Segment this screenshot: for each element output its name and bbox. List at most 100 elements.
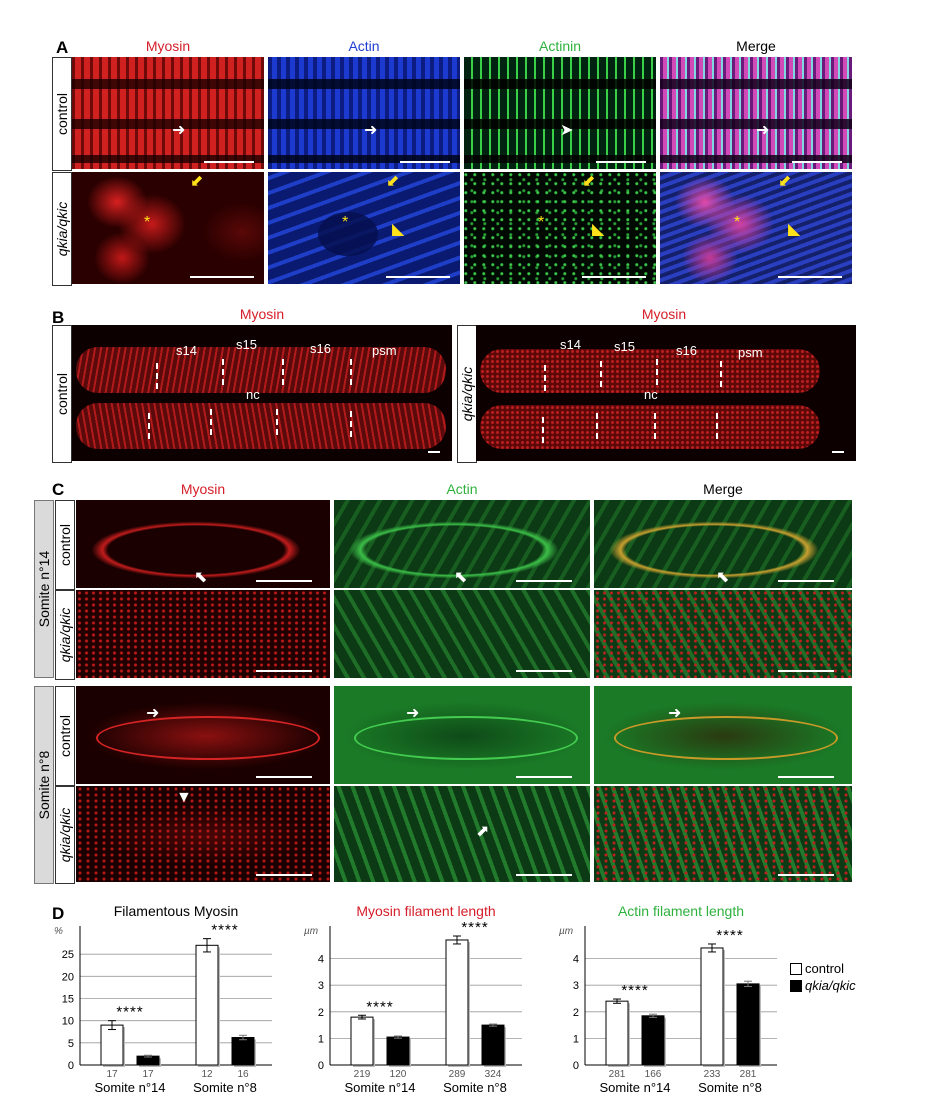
y-tick-label: 0 [573, 1060, 579, 1072]
significance-label: **** [116, 1004, 143, 1021]
panel-c-channel-actin: Actin [446, 481, 478, 497]
scale-bar [256, 874, 312, 876]
chart-title: Myosin filament length [356, 903, 495, 919]
somite-label-psm: psm [372, 343, 397, 358]
somite-boundary [716, 413, 718, 439]
asterisk-marker: * [342, 214, 349, 231]
sample-size-label: 12 [201, 1069, 213, 1080]
asterisk-marker: * [144, 214, 151, 231]
y-tick-label: 4 [318, 954, 324, 966]
sample-size-label: 17 [106, 1069, 118, 1080]
scale-bar [516, 670, 572, 672]
arrow-marker: ➜ [668, 705, 682, 722]
bar-mutant [386, 1036, 410, 1066]
scale-bar [516, 874, 572, 876]
micrograph-c-s8-mutant-actin: ⬈ [334, 786, 590, 882]
scale-bar [832, 451, 844, 453]
micrograph-c-s14-control-merge: ⬉ [594, 500, 852, 588]
somite-boundary [282, 359, 284, 385]
bar-control [605, 1000, 629, 1066]
arrow-marker: ➜ [146, 705, 160, 722]
somite-boundary [148, 413, 150, 439]
micrograph-c-s8-mutant-merge [594, 786, 852, 882]
panel-c-row-label-4: qkia/qkic [55, 786, 75, 884]
panel-a-channel-actinin: Actinin [538, 38, 582, 54]
somite-boundary [544, 365, 546, 391]
scale-bar [256, 776, 312, 778]
panel-a-channel-myosin: Myosin [145, 38, 191, 54]
somite-boundary [720, 361, 722, 387]
micrograph-a-mutant-merge: ⬋ * ◣ [660, 172, 852, 284]
chart-legend: control qkia/qkic [790, 960, 856, 994]
scale-bar [778, 276, 842, 278]
panel-a-row-label-mutant: qkia/qkic [52, 172, 72, 286]
arrow-marker: ⬋ [582, 173, 596, 190]
micrograph-a-control-actin: ➜ [268, 57, 460, 169]
panel-c-channel-merge: Merge [703, 481, 743, 497]
chart-actin-filament-length: Actin filament length µm 0 1 2 3 4 281 166 **** So… [559, 903, 777, 1095]
sample-size-label: 17 [142, 1069, 154, 1080]
y-tick-label: 3 [318, 980, 324, 992]
arrow-marker: ⬉ [716, 569, 730, 586]
significance-label: **** [366, 998, 393, 1015]
sample-size-label: 324 [485, 1069, 502, 1080]
somite-label-s14: s14 [560, 337, 581, 352]
somite-label-s15: s15 [614, 339, 635, 354]
somite-boundary [596, 413, 598, 439]
micrograph-a-control-myosin: ➜ [72, 57, 264, 169]
scale-bar [582, 276, 646, 278]
bar-mutant [641, 1015, 665, 1066]
y-tick-label: 0 [68, 1060, 74, 1072]
y-tick-label: 10 [62, 1016, 74, 1028]
somite-boundary [656, 359, 658, 385]
micrograph-c-s14-mutant-merge [594, 590, 852, 678]
somite-boundary [350, 411, 352, 437]
y-tick-label: 3 [573, 980, 579, 992]
chart-myosin-filament-length: Myosin filament length µm 0 1 2 3 4 219 120 **** S… [304, 903, 522, 1095]
arrow-marker: ⬋ [190, 173, 204, 190]
micrograph-a-mutant-actin: ⬋ * ◣ [268, 172, 460, 284]
scale-bar [778, 670, 834, 672]
sample-size-label: 16 [237, 1069, 249, 1080]
somite-boundary [222, 359, 224, 385]
somite-label-s15: s15 [236, 337, 257, 352]
somite-label-s14: s14 [176, 343, 197, 358]
panel-b-title-left: Myosin [239, 306, 285, 322]
x-group-label: Somite n°14 [600, 1080, 671, 1095]
micrograph-a-control-actinin: ➤ [464, 57, 656, 169]
y-tick-label: 0 [318, 1060, 324, 1072]
y-unit-label: % [54, 926, 63, 937]
micrograph-b-control: s14 s15 s16 psm nc [72, 325, 452, 461]
somite-boundary [600, 361, 602, 387]
somite-boundary [210, 409, 212, 435]
asterisk-marker: * [538, 214, 545, 231]
y-tick-label: 25 [62, 949, 74, 961]
somite-boundary [350, 359, 352, 385]
scale-bar [386, 276, 450, 278]
panel-a-letter: A [56, 38, 69, 57]
y-tick-label: 5 [68, 1038, 74, 1050]
notochord-label: nc [644, 387, 658, 402]
x-group-label: Somite n°14 [345, 1080, 416, 1095]
arrowhead-marker: ➤ [560, 122, 574, 139]
x-group-label: Somite n°8 [193, 1080, 257, 1095]
arrow-marker: ➜ [364, 122, 378, 139]
somite-boundary [542, 417, 544, 443]
panel-c-row-label-3: control [55, 686, 75, 786]
bar-control [445, 939, 469, 1066]
scale-bar [428, 451, 440, 453]
arrow-marker: ⬈ [476, 823, 490, 840]
arrow-marker: ➜ [406, 705, 420, 722]
legend-item-control: control [790, 960, 856, 977]
scale-bar [516, 776, 572, 778]
scale-bar [256, 670, 312, 672]
micrograph-b-mutant: s14 s15 s16 psm nc [476, 325, 856, 461]
micrograph-a-mutant-myosin: ⬋ * [72, 172, 264, 284]
arrowhead-marker: ◣ [788, 221, 801, 238]
sample-size-label: 233 [704, 1069, 721, 1080]
arrowhead-marker: ◣ [392, 221, 405, 238]
micrograph-c-s14-mutant-myosin [76, 590, 330, 678]
y-tick-label: 1 [573, 1033, 579, 1045]
significance-label: **** [461, 919, 488, 936]
legend-swatch-mutant [790, 979, 802, 992]
